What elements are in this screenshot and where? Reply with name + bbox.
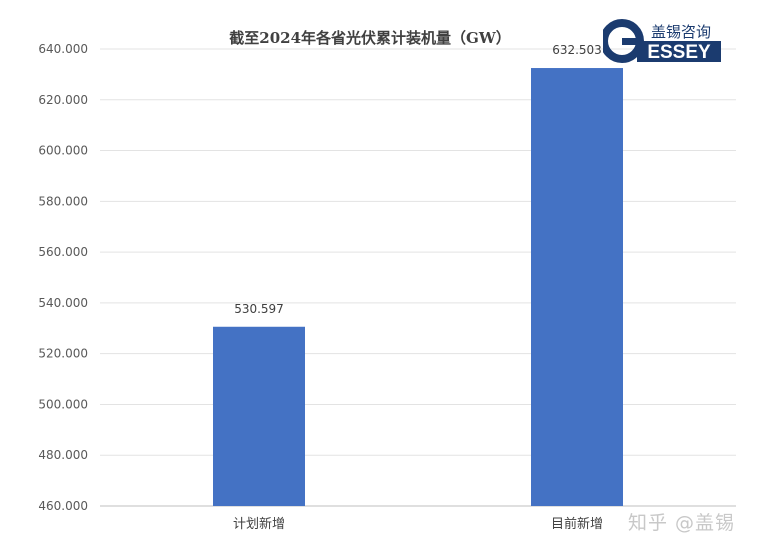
watermark: 知乎 @盖锡	[628, 512, 736, 534]
y-tick-label: 500.000	[38, 397, 88, 411]
bar	[213, 326, 305, 506]
y-tick-label: 520.000	[38, 347, 88, 361]
x-tick-label: 目前新增	[551, 516, 603, 532]
x-tick-label: 计划新增	[233, 516, 285, 532]
y-tick-label: 480.000	[38, 448, 88, 462]
y-tick-label: 580.000	[38, 194, 88, 208]
bar	[531, 68, 623, 506]
y-tick-label: 640.000	[38, 42, 88, 56]
svg-text:ESSEY: ESSEY	[647, 42, 711, 63]
data-label: 530.597	[234, 302, 284, 316]
y-tick-label: 560.000	[38, 245, 88, 259]
y-tick-label: 600.000	[38, 144, 88, 158]
gessey-logo: ESSEY 盖锡咨询	[603, 19, 721, 63]
data-label: 632.503	[552, 43, 602, 57]
svg-text:盖锡咨询: 盖锡咨询	[651, 23, 711, 41]
y-tick-label: 540.000	[38, 296, 88, 310]
y-tick-label: 620.000	[38, 93, 88, 107]
chart-title: 截至2024年各省光伏累计装机量（GW）	[229, 29, 510, 47]
y-tick-label: 460.000	[38, 499, 88, 513]
